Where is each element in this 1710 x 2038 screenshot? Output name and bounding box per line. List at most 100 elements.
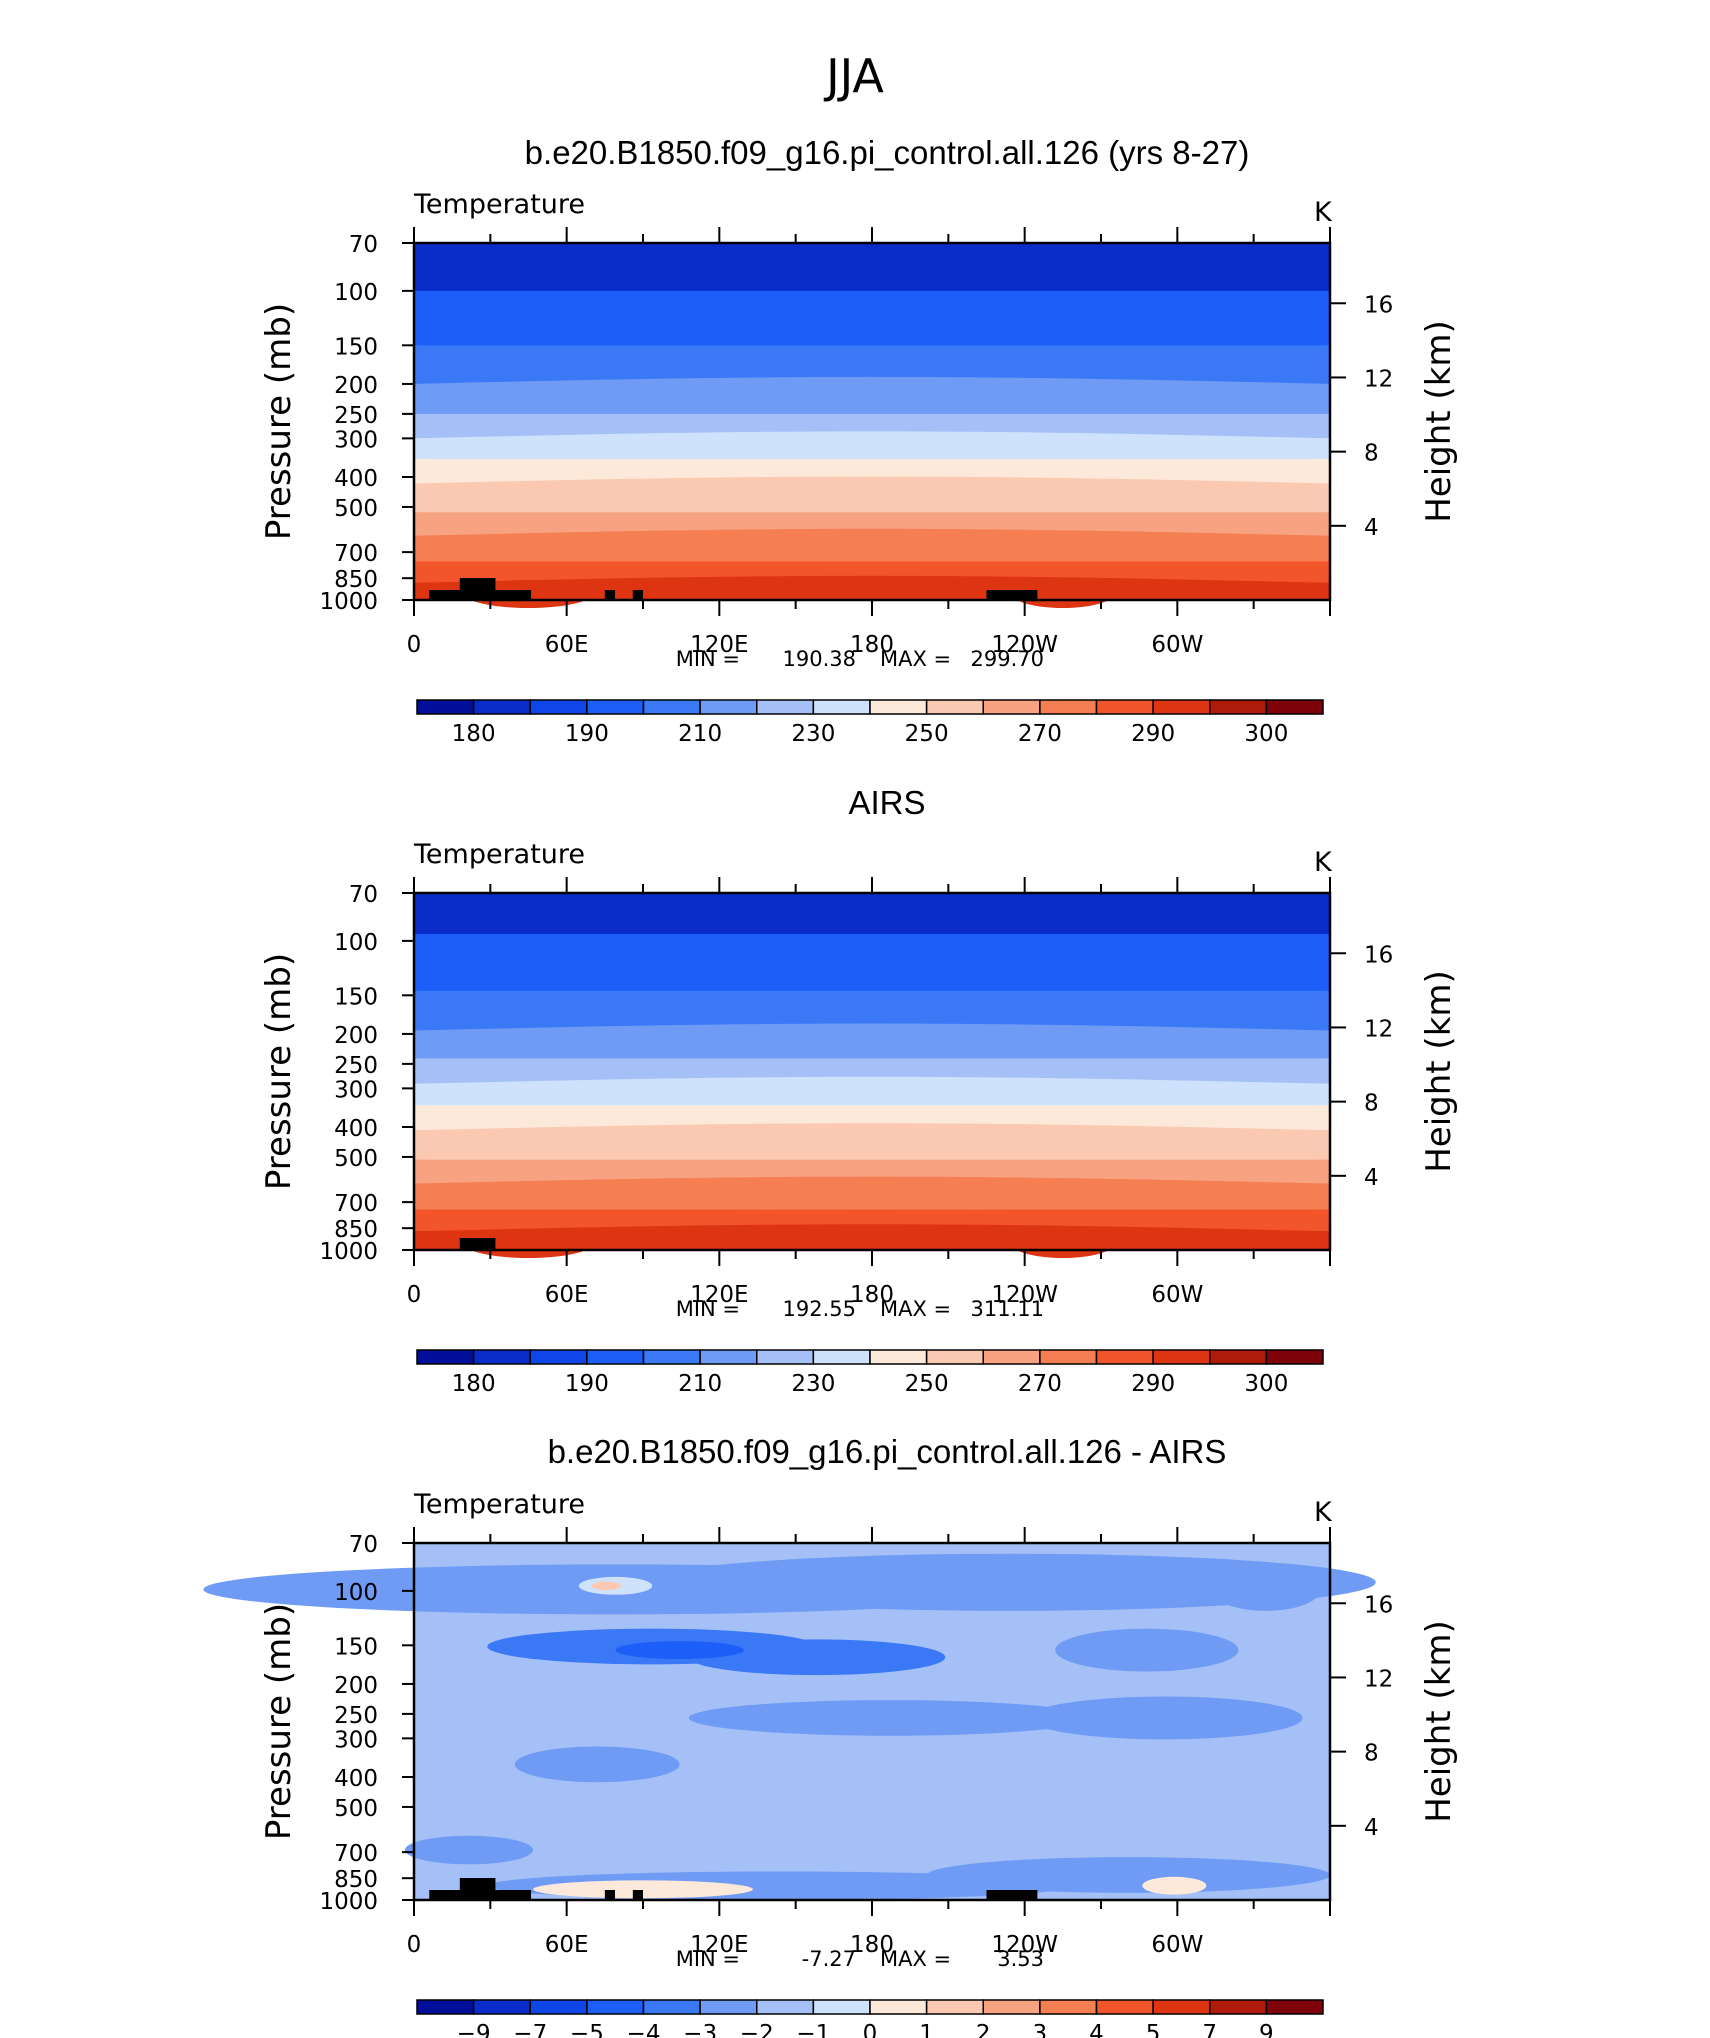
variable-label: Temperature bbox=[413, 1489, 585, 1520]
x-tick-label: 120E bbox=[690, 632, 748, 658]
colorbar-label: −1 bbox=[796, 2021, 830, 2038]
colorbar-box bbox=[472, 1349, 531, 1365]
contour-band bbox=[414, 476, 1330, 513]
colorbar-box bbox=[1095, 699, 1154, 715]
x-tick-label: 180 bbox=[850, 632, 894, 658]
y-tick-label: 250 bbox=[334, 403, 378, 429]
colorbar: −9 −7 −5 −4 −3 −2 −1 0 1 2 3 4 5 7 9 bbox=[416, 1999, 1324, 2038]
colorbar-label: 190 bbox=[565, 1371, 609, 1397]
colorbar-box bbox=[472, 1999, 531, 2015]
panel-3: b.e20.B1850.f09_g16.pi_control.all.126 -… bbox=[203, 1433, 1459, 2038]
colorbar-box bbox=[586, 1999, 645, 2015]
colorbar-box bbox=[586, 1349, 645, 1365]
colorbar-label: 1 bbox=[919, 2021, 934, 2038]
y-tick-label: 400 bbox=[334, 1766, 378, 1792]
y-tick-label: 700 bbox=[334, 1841, 378, 1867]
colorbar-label: 190 bbox=[565, 721, 609, 747]
colorbar-box bbox=[869, 1349, 928, 1365]
min-label: MIN = bbox=[676, 1947, 740, 1971]
y-tick-label: 300 bbox=[334, 427, 378, 453]
min-value: -7.27 bbox=[802, 1947, 856, 1971]
contour-band bbox=[414, 290, 1330, 346]
warm-anomaly bbox=[533, 1880, 753, 1899]
x-tick-label: 120W bbox=[991, 632, 1058, 658]
topography-block bbox=[632, 1890, 643, 1900]
anomaly-region bbox=[404, 1835, 534, 1865]
max-value: 311.11 bbox=[971, 1297, 1044, 1321]
min-label: MIN = bbox=[676, 647, 740, 671]
colorbar-label: −5 bbox=[570, 2021, 604, 2038]
x-tick-label: 180 bbox=[850, 1932, 894, 1958]
colorbar-box bbox=[1152, 1999, 1211, 2015]
colorbar-box bbox=[925, 699, 984, 715]
contour-band bbox=[414, 561, 1330, 583]
units-label: K bbox=[1314, 1497, 1333, 1528]
y-tick-label: 500 bbox=[334, 496, 378, 522]
x-tick-label: 0 bbox=[407, 1282, 422, 1308]
contour-band bbox=[414, 990, 1330, 1031]
max-label: MAX = bbox=[880, 647, 951, 671]
colorbar-label: 230 bbox=[791, 1371, 835, 1397]
contour-band bbox=[414, 1176, 1330, 1210]
colorbar-label: 180 bbox=[452, 721, 496, 747]
colorbar-label: 300 bbox=[1244, 721, 1288, 747]
colorbar-box bbox=[416, 1349, 475, 1365]
y-tick-label: 250 bbox=[334, 1053, 378, 1079]
contour-band bbox=[414, 528, 1330, 562]
colorbar-box bbox=[756, 699, 815, 715]
colorbar-box bbox=[812, 1999, 871, 2015]
colorbar-label: 2 bbox=[976, 2021, 991, 2038]
max-value: 3.53 bbox=[997, 1947, 1044, 1971]
y-axis-title: Pressure (mb) bbox=[259, 303, 299, 540]
colorbar-box bbox=[1152, 1349, 1211, 1365]
colorbar-label: −9 bbox=[457, 2021, 491, 2038]
x-tick-label: 60W bbox=[1151, 1932, 1203, 1958]
contour-band bbox=[414, 1123, 1330, 1160]
y2-axis-title: Height (km) bbox=[1419, 1620, 1459, 1823]
y-tick-label: 500 bbox=[334, 1796, 378, 1822]
y-tick-label: 100 bbox=[334, 1580, 378, 1606]
min-label: MIN = bbox=[676, 1297, 740, 1321]
contour-band bbox=[414, 345, 1330, 384]
colorbar-label: 290 bbox=[1131, 1371, 1175, 1397]
topography-block bbox=[480, 1890, 493, 1900]
y2-tick-label: 4 bbox=[1364, 1165, 1379, 1191]
colorbar-label: 0 bbox=[863, 2021, 878, 2038]
x-tick-label: 120E bbox=[690, 1282, 748, 1308]
colorbar-box bbox=[1265, 699, 1324, 715]
colorbar-box bbox=[1039, 1999, 1098, 2015]
y-tick-label: 300 bbox=[334, 1727, 378, 1753]
y-tick-label: 850 bbox=[334, 567, 378, 593]
anomaly-region bbox=[688, 1700, 1092, 1736]
y2-tick-label: 12 bbox=[1364, 1666, 1393, 1692]
colorbar-box bbox=[1265, 1999, 1324, 2015]
contour-band bbox=[414, 893, 1330, 934]
colorbar-label: 3 bbox=[1033, 2021, 1048, 2038]
contour-band bbox=[414, 1209, 1330, 1232]
colorbar-box bbox=[982, 1999, 1041, 2015]
variable-label: Temperature bbox=[413, 189, 585, 220]
colorbar-label: 7 bbox=[1202, 2021, 1217, 2038]
contour-field bbox=[203, 1543, 1376, 1900]
topography-block bbox=[986, 1890, 1038, 1900]
colorbar-box bbox=[1095, 1999, 1154, 2015]
topography-block bbox=[986, 590, 1038, 600]
anomaly-core bbox=[615, 1641, 744, 1660]
contour-band bbox=[414, 376, 1330, 414]
colorbar-box bbox=[699, 1999, 758, 2015]
y2-tick-label: 12 bbox=[1364, 1016, 1393, 1042]
anomaly-region bbox=[1027, 1696, 1303, 1740]
colorbar-box bbox=[529, 1349, 588, 1365]
x-tick-label: 60E bbox=[545, 632, 589, 658]
y2-axis-title: Height (km) bbox=[1419, 320, 1459, 523]
colorbar-box bbox=[925, 1999, 984, 2015]
contour-band bbox=[414, 1058, 1330, 1084]
colorbar-box bbox=[416, 699, 475, 715]
colorbar-label: 290 bbox=[1131, 721, 1175, 747]
colorbar-box bbox=[416, 1999, 475, 2015]
colorbar-label: 180 bbox=[452, 1371, 496, 1397]
y-tick-label: 700 bbox=[334, 541, 378, 567]
colorbar-box bbox=[529, 1999, 588, 2015]
panel-title: b.e20.B1850.f09_g16.pi_control.all.126 (… bbox=[525, 134, 1250, 171]
colorbar-box bbox=[1209, 1999, 1268, 2015]
